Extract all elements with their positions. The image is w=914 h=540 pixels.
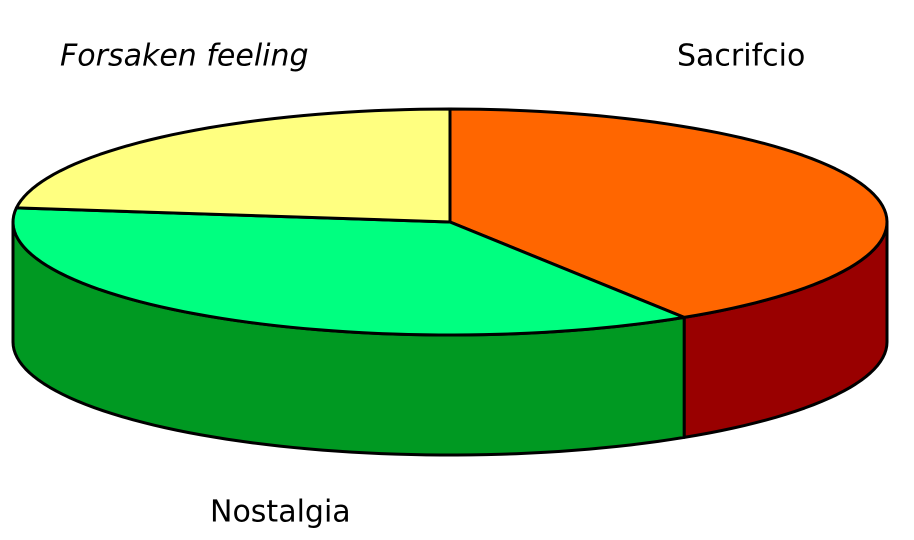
pie-slice — [14, 107, 452, 224]
pie-slice — [11, 206, 686, 337]
slice-label: Nostalgia — [210, 495, 351, 530]
slice-label: Forsaken feeling — [60, 39, 309, 74]
slice-label: Sacrifcio — [677, 39, 805, 74]
